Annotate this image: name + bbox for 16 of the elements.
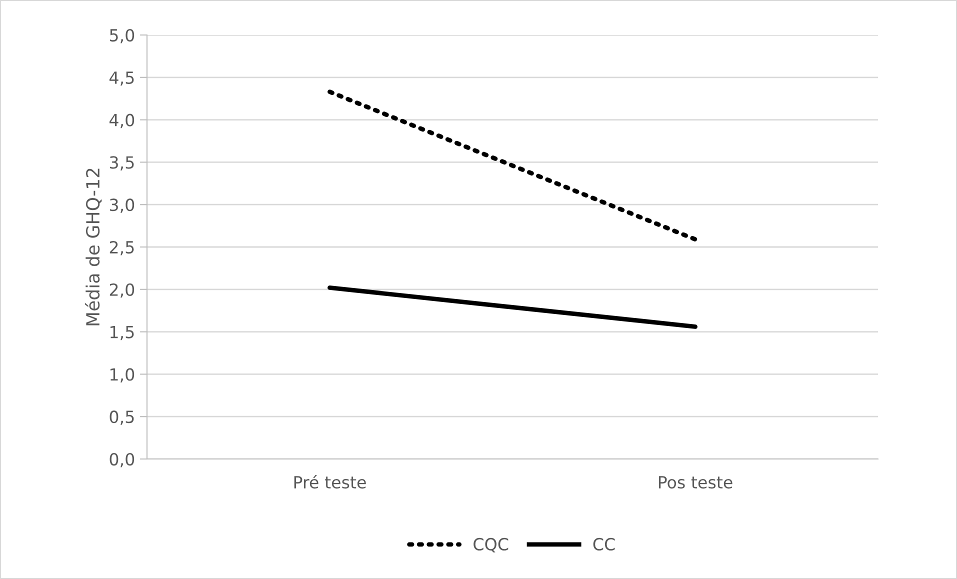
y-tick-label: 2,5 [110, 240, 134, 256]
legend-label: CQC [474, 538, 508, 552]
x-tick-label: Pré teste [294, 475, 366, 489]
y-tick-label: 0,0 [110, 452, 134, 468]
legend-label: CC [593, 538, 615, 550]
y-tick-label: 4,0 [110, 114, 134, 128]
y-tick-label: 2,0 [110, 283, 134, 298]
x-tick-label: Pos teste [658, 476, 732, 489]
y-tick-label: 0,5 [110, 410, 134, 425]
y-tick-label: 4,5 [110, 72, 134, 86]
y-tick-label: 5,0 [110, 28, 134, 44]
y-tick-label: 1,0 [110, 368, 134, 382]
y-axis-title: Média de GHQ-12 [84, 168, 102, 326]
y-tick-label: 3,5 [110, 156, 134, 170]
y-tick-label: 3,0 [110, 198, 134, 213]
y-tick-label: 1,5 [110, 326, 134, 340]
